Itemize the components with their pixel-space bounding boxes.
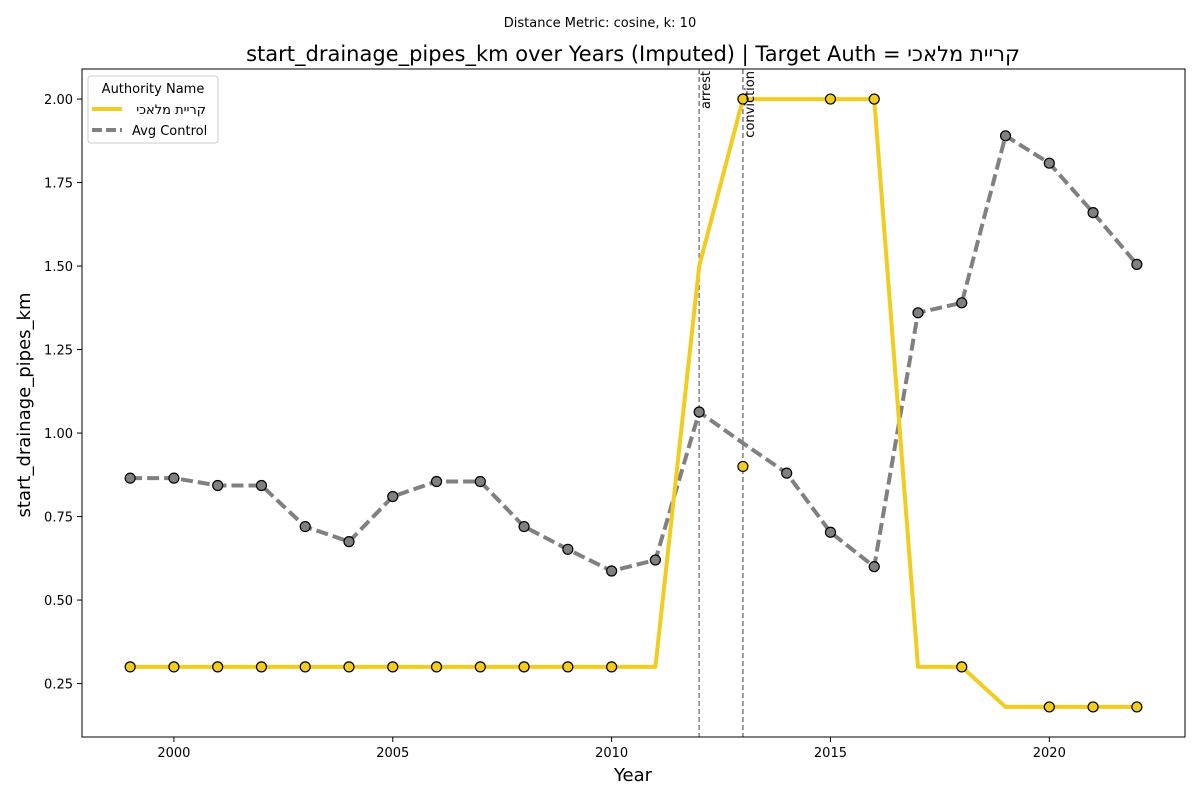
y-tick-label: 1.50: [44, 260, 73, 275]
control-point: [868, 561, 880, 573]
target-point: [606, 661, 618, 673]
legend: Authority Name קריית מלאכי Avg Control: [87, 75, 219, 144]
y-tick-label: 1.25: [44, 344, 73, 359]
control-point: [606, 565, 618, 577]
target-point: [737, 93, 749, 105]
control-point: [343, 536, 355, 548]
chart-suptitle: Distance Metric: cosine, k: 10: [504, 16, 696, 31]
control-point: [1087, 207, 1099, 219]
target-point: [299, 661, 311, 673]
chart-title: start_drainage_pipes_km over Years (Impu…: [246, 42, 1020, 67]
plot-area: arrest conviction 2000 2005 2010 2015 2020 0.25…: [44, 68, 1186, 761]
control-point: [912, 307, 924, 319]
control-point: [1131, 258, 1143, 270]
target-point: [1087, 701, 1099, 713]
y-tick-label: 0.75: [44, 511, 73, 526]
target-point: [168, 661, 180, 673]
control-point: [999, 130, 1012, 142]
control-point: [562, 543, 574, 555]
control-point: [693, 406, 705, 418]
control-point: [474, 475, 486, 488]
target-point: [518, 661, 530, 673]
legend-title: Authority Name: [102, 82, 205, 97]
event-label-arrest: arrest: [699, 71, 714, 109]
target-point: [474, 661, 486, 673]
target-point: [562, 661, 574, 673]
control-point: [255, 479, 268, 492]
control-point: [824, 526, 837, 538]
axes-frame: [81, 68, 1186, 738]
y-tick-label: 0.25: [44, 678, 73, 693]
control-point: [387, 490, 399, 503]
control-point: [956, 297, 968, 309]
event-label-conviction: conviction: [743, 71, 758, 138]
x-tick-label: 2005: [376, 746, 409, 761]
target-point: [430, 661, 443, 673]
x-tick-label: 2000: [157, 746, 190, 761]
y-tick-label: 2.00: [44, 93, 73, 108]
target-point: [824, 93, 837, 105]
target-point: [956, 661, 968, 673]
target-point: [255, 661, 268, 673]
control-point: [124, 472, 136, 484]
control-point: [518, 520, 530, 533]
control-point: [212, 479, 224, 492]
target-point: [124, 661, 136, 673]
target-point: [1131, 701, 1143, 713]
y-tick-label: 1.75: [44, 177, 73, 192]
x-tick-label: 2010: [595, 746, 628, 761]
control-point: [781, 467, 793, 479]
target-point: [343, 661, 355, 673]
y-tick-label: 0.50: [44, 594, 73, 609]
target-point: [212, 661, 224, 673]
target-point: [387, 661, 399, 673]
series-line-target: [130, 97, 1137, 709]
legend-frame: [87, 75, 219, 144]
legend-label-control: Avg Control: [132, 124, 207, 139]
target-point: [868, 93, 880, 105]
target-point: [737, 460, 749, 473]
x-tick-label: 2015: [814, 746, 847, 761]
control-point: [1043, 157, 1055, 169]
y-tick-label: 1.00: [44, 427, 73, 442]
target-point: [1043, 701, 1055, 713]
control-point: [649, 554, 661, 566]
series-line-control: [130, 133, 1139, 573]
control-point: [299, 520, 311, 533]
x-tick-label: 2020: [1033, 746, 1066, 761]
x-axis-label: Year: [613, 765, 653, 786]
y-axis-label: start_drainage_pipes_km: [14, 293, 35, 518]
control-point: [430, 475, 443, 488]
control-point: [168, 472, 180, 484]
legend-label-target: קריית מלאכי: [136, 103, 206, 118]
